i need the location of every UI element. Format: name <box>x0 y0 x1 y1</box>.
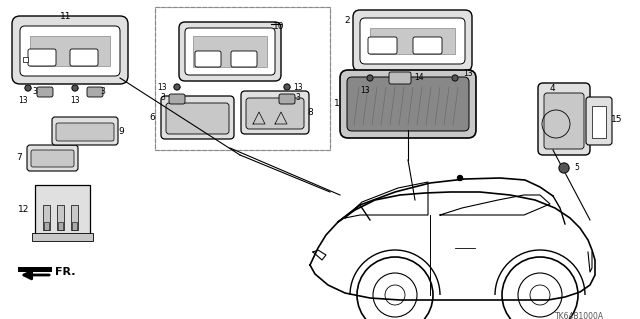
FancyBboxPatch shape <box>12 16 128 84</box>
Circle shape <box>25 85 31 91</box>
Text: 7: 7 <box>16 153 22 162</box>
FancyBboxPatch shape <box>37 87 53 97</box>
FancyBboxPatch shape <box>360 18 465 64</box>
Text: 3: 3 <box>32 87 37 97</box>
FancyBboxPatch shape <box>161 96 234 139</box>
Circle shape <box>548 116 564 132</box>
Circle shape <box>284 84 290 90</box>
Text: 13: 13 <box>18 96 28 105</box>
Text: 13: 13 <box>360 86 370 95</box>
Bar <box>18 267 52 272</box>
Circle shape <box>174 84 180 90</box>
Text: FR.: FR. <box>55 267 76 277</box>
FancyBboxPatch shape <box>389 72 411 84</box>
Bar <box>71 205 78 230</box>
Text: 13: 13 <box>157 83 167 92</box>
Text: 9: 9 <box>118 127 124 136</box>
Bar <box>370 28 455 54</box>
FancyBboxPatch shape <box>87 87 103 97</box>
Bar <box>592 106 606 138</box>
Bar <box>35 185 90 235</box>
Circle shape <box>559 163 569 173</box>
Bar <box>43 205 50 230</box>
Text: 13: 13 <box>463 70 472 78</box>
FancyBboxPatch shape <box>241 91 309 134</box>
Text: 6: 6 <box>149 113 155 122</box>
FancyBboxPatch shape <box>246 98 304 129</box>
Circle shape <box>458 175 463 181</box>
Bar <box>72 222 77 230</box>
Polygon shape <box>253 112 265 124</box>
Text: 8: 8 <box>307 108 313 117</box>
FancyBboxPatch shape <box>20 26 120 76</box>
FancyBboxPatch shape <box>347 77 469 131</box>
Text: 3: 3 <box>160 93 165 101</box>
Text: 11: 11 <box>60 12 72 21</box>
Bar <box>30 36 110 66</box>
FancyBboxPatch shape <box>28 49 56 66</box>
Bar <box>58 222 63 230</box>
FancyBboxPatch shape <box>166 103 229 134</box>
FancyBboxPatch shape <box>231 51 257 67</box>
Circle shape <box>367 75 373 81</box>
FancyBboxPatch shape <box>169 94 185 104</box>
Text: 1: 1 <box>334 100 340 108</box>
Bar <box>57 205 64 230</box>
Text: 3: 3 <box>295 93 300 101</box>
Text: 4: 4 <box>549 84 555 93</box>
Bar <box>155 7 330 150</box>
FancyBboxPatch shape <box>52 117 118 145</box>
Text: 13: 13 <box>70 96 80 105</box>
Text: 2: 2 <box>344 16 350 25</box>
FancyBboxPatch shape <box>368 37 397 54</box>
Circle shape <box>72 85 78 91</box>
Polygon shape <box>275 112 287 124</box>
FancyBboxPatch shape <box>179 22 281 81</box>
FancyBboxPatch shape <box>586 97 612 145</box>
Text: 12: 12 <box>18 205 29 214</box>
FancyBboxPatch shape <box>195 51 221 67</box>
Text: TK64B1000A: TK64B1000A <box>556 312 605 319</box>
FancyBboxPatch shape <box>70 49 98 66</box>
FancyBboxPatch shape <box>279 94 295 104</box>
Text: 13: 13 <box>293 83 303 92</box>
Bar <box>155 7 330 150</box>
FancyBboxPatch shape <box>413 37 442 54</box>
Text: 15: 15 <box>611 115 623 123</box>
Text: 3: 3 <box>100 87 105 97</box>
FancyBboxPatch shape <box>340 70 476 138</box>
Circle shape <box>452 75 458 81</box>
FancyBboxPatch shape <box>538 83 590 155</box>
Text: 10: 10 <box>273 22 285 31</box>
Bar <box>23 57 28 62</box>
Text: 5: 5 <box>574 164 579 173</box>
Text: 14: 14 <box>414 73 424 83</box>
Bar <box>193 36 267 67</box>
Bar <box>32 233 93 241</box>
FancyBboxPatch shape <box>31 150 74 167</box>
FancyBboxPatch shape <box>27 145 78 171</box>
FancyBboxPatch shape <box>544 93 584 149</box>
FancyBboxPatch shape <box>185 28 275 75</box>
Bar <box>44 222 49 230</box>
FancyBboxPatch shape <box>56 123 114 141</box>
FancyBboxPatch shape <box>353 10 472 71</box>
